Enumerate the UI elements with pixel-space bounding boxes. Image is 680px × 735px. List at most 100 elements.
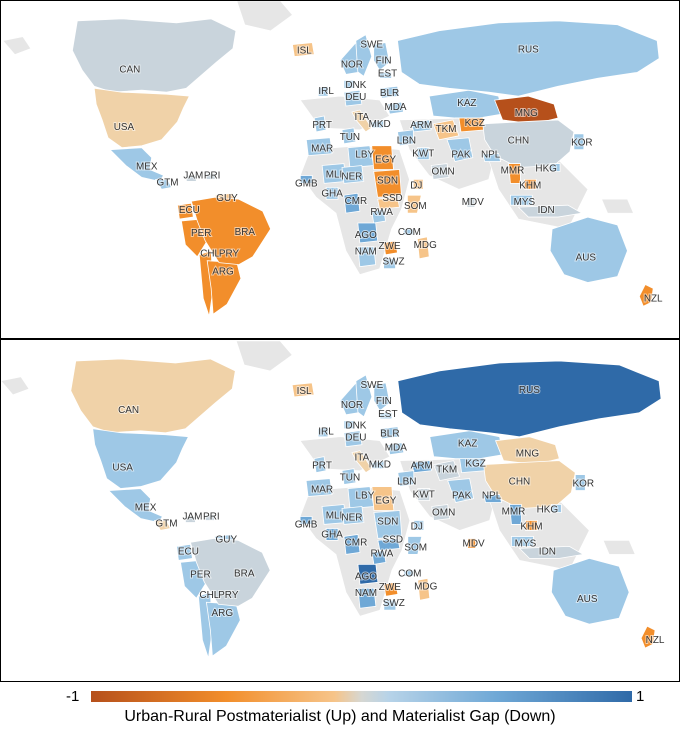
country-deu[interactable] [343, 89, 363, 107]
country-mar[interactable] [305, 478, 333, 497]
country-aus[interactable] [550, 557, 630, 625]
country-cmr[interactable] [343, 192, 361, 214]
country-com[interactable] [403, 569, 415, 577]
country-nam[interactable] [357, 587, 377, 609]
country-lbn[interactable] [397, 129, 414, 147]
country-com[interactable] [403, 228, 414, 236]
country-nzl[interactable] [640, 625, 656, 649]
country-rus[interactable] [397, 20, 660, 97]
country-npl[interactable] [483, 494, 503, 503]
country-mda[interactable] [387, 101, 404, 115]
country-arm[interactable] [411, 460, 433, 474]
country-mmr[interactable] [508, 163, 521, 184]
country-omn[interactable] [431, 504, 451, 521]
country-pri[interactable] [204, 514, 215, 521]
country-chn[interactable] [482, 119, 575, 168]
country-mar[interactable] [305, 137, 333, 157]
country-bra[interactable] [189, 538, 271, 607]
country-ecu[interactable] [176, 202, 194, 220]
country-tun[interactable] [341, 127, 357, 145]
country-kor[interactable] [573, 133, 585, 151]
country-blr[interactable] [379, 426, 401, 440]
country-ago[interactable] [357, 222, 379, 244]
country-ita[interactable] [351, 109, 373, 133]
country-kaz[interactable] [429, 430, 504, 460]
country-zwe[interactable] [383, 240, 398, 256]
country-isl[interactable] [291, 42, 315, 57]
country-ssd[interactable] [377, 537, 401, 551]
country-egy[interactable] [371, 145, 394, 170]
country-cmr[interactable] [343, 533, 361, 555]
country-hkg[interactable] [549, 163, 561, 172]
country-zwe[interactable] [383, 581, 399, 597]
country-usa[interactable] [92, 428, 190, 489]
country-nor[interactable] [339, 381, 359, 416]
country-rwa[interactable] [371, 208, 387, 224]
country-rus[interactable] [397, 360, 662, 438]
country-tkm[interactable] [433, 460, 461, 482]
country-fin[interactable] [373, 382, 391, 412]
country-egy[interactable] [371, 486, 395, 511]
country-arm[interactable] [410, 119, 432, 133]
country-pak[interactable] [446, 137, 474, 163]
country-kwt[interactable] [417, 488, 431, 501]
country-mmr[interactable] [509, 504, 522, 525]
country-nam[interactable] [357, 246, 377, 268]
country-ago[interactable] [357, 563, 379, 585]
country-mng[interactable] [494, 95, 559, 125]
country-mys[interactable] [510, 194, 533, 206]
country-mex[interactable] [107, 488, 164, 523]
country-est[interactable] [379, 412, 393, 420]
country-dj[interactable] [413, 520, 425, 531]
country-isl[interactable] [291, 382, 315, 398]
country-mys[interactable] [511, 536, 534, 547]
country-som[interactable] [407, 536, 423, 555]
country-gmb[interactable] [299, 175, 313, 184]
country-irl[interactable] [317, 426, 329, 438]
country-mdg[interactable] [416, 236, 430, 260]
country-tun[interactable] [341, 468, 357, 486]
country-ecu[interactable] [176, 543, 193, 561]
country-aus[interactable] [549, 216, 628, 283]
country-nor[interactable] [339, 41, 359, 75]
country-blr[interactable] [379, 85, 400, 99]
country-ssd[interactable] [377, 196, 400, 210]
country-mkd[interactable] [371, 460, 385, 470]
country-usa[interactable] [93, 87, 190, 149]
country-nzl[interactable] [638, 283, 654, 307]
country-ner[interactable] [341, 165, 365, 184]
country-gtm[interactable] [154, 179, 173, 190]
country-npl[interactable] [482, 153, 502, 162]
country-deu[interactable] [343, 430, 363, 448]
country-prt[interactable] [313, 456, 327, 474]
country-fin[interactable] [373, 42, 390, 71]
country-dj[interactable] [412, 179, 424, 190]
country-irl[interactable] [317, 85, 329, 97]
country-pri[interactable] [205, 173, 216, 180]
country-dnk[interactable] [343, 420, 355, 430]
country-swz[interactable] [383, 599, 397, 611]
country-mdv[interactable] [466, 196, 476, 208]
country-mex[interactable] [109, 147, 165, 182]
country-gtm[interactable] [153, 520, 172, 531]
country-khm[interactable] [525, 520, 538, 531]
country-sdn[interactable] [373, 169, 402, 198]
country-mdv[interactable] [467, 538, 476, 549]
country-sdn[interactable] [373, 510, 403, 539]
country-ner[interactable] [341, 506, 365, 525]
country-pak[interactable] [447, 478, 475, 503]
country-kor[interactable] [574, 474, 586, 491]
country-lbn[interactable] [397, 470, 415, 488]
country-prt[interactable] [313, 115, 327, 133]
country-est[interactable] [379, 71, 392, 79]
country-jam[interactable] [185, 175, 197, 182]
country-idn[interactable] [518, 545, 585, 559]
country-chn[interactable] [483, 460, 576, 509]
country-kaz[interactable] [428, 89, 504, 119]
country-can[interactable] [70, 358, 236, 434]
country-som[interactable] [407, 194, 422, 214]
country-omn[interactable] [430, 163, 450, 180]
country-mng[interactable] [494, 436, 560, 466]
country-mdg[interactable] [417, 577, 431, 601]
country-gmb[interactable] [299, 516, 313, 525]
